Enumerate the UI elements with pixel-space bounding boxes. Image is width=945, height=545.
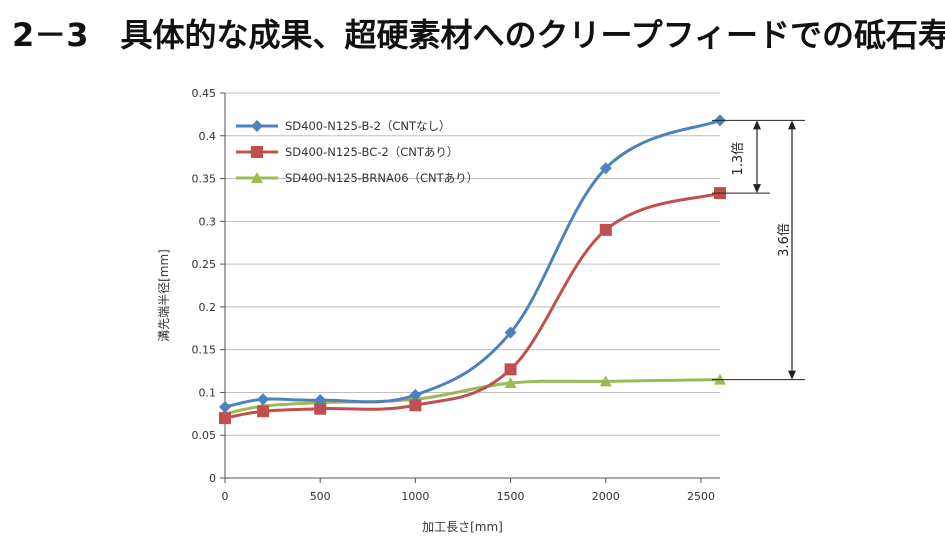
x-tick-label: 500: [310, 490, 331, 503]
data-point-square: [599, 223, 612, 236]
data-point-square: [409, 399, 422, 412]
legend-item: SD400-N125-BC-2（CNTあり）: [236, 145, 458, 159]
data-point-square: [219, 412, 231, 425]
y-tick-label: 0.05: [192, 429, 217, 442]
y-tick-label: 0.25: [192, 258, 217, 271]
data-point-square: [504, 363, 517, 376]
annotation-label: 1.3倍: [731, 142, 746, 176]
y-tick-label: 0.4: [199, 130, 217, 143]
data-point-triangle: [251, 172, 263, 183]
legend-label: SD400-N125-BRNA06（CNTあり）: [285, 171, 478, 185]
ratio-arrow-1: [753, 120, 761, 194]
arrow-head-down: [788, 370, 796, 380]
x-tick-label: 0: [222, 490, 229, 503]
data-point-square: [251, 146, 263, 158]
y-tick-label: 0.2: [199, 301, 217, 314]
y-axis-label: 溝先端半径[mm]: [157, 249, 171, 342]
page-title: 2－3 具体的な成果、超硬素材へのクリープフィードでの砥石寿命: [12, 16, 945, 54]
series-line: [223, 118, 722, 409]
arrow-head-down: [753, 184, 761, 194]
data-point-diamond: [314, 394, 327, 407]
data-point-triangle: [504, 377, 517, 389]
series-group: [219, 114, 726, 425]
legend-label: SD400-N125-BC-2（CNTあり）: [285, 145, 458, 159]
y-tick-label: 0.15: [192, 344, 217, 357]
y-tick-label: 0.45: [192, 87, 217, 100]
x-tick-label: 2500: [687, 490, 715, 503]
ratio-arrow-2: [788, 120, 796, 380]
legend-label: SD400-N125-B-2（CNTなし）: [285, 119, 451, 133]
y-tick-label: 0: [209, 472, 216, 485]
data-point-diamond: [504, 326, 517, 339]
data-point-square: [314, 402, 327, 415]
arrow-head-up: [753, 120, 761, 130]
arrow-head-up: [788, 120, 796, 130]
series: [219, 373, 726, 419]
data-point-diamond: [599, 162, 612, 175]
x-tick-label: 1000: [401, 490, 429, 503]
x-axis-label: 加工長さ[mm]: [422, 520, 503, 534]
data-point-square: [257, 405, 270, 418]
y-tick-label: 0.1: [199, 386, 217, 399]
x-tick-labels: 0 500 1000 1500 2000 2500: [222, 490, 715, 503]
legend-item: SD400-N125-B-2（CNTなし）: [236, 119, 451, 133]
legend-item: SD400-N125-BRNA06（CNTあり）: [236, 171, 478, 185]
series: [219, 187, 726, 425]
y-tick-labels: 0 0.05 0.1 0.15 0.2 0.25 0.3 0.35 0.4 0.45: [192, 87, 217, 485]
x-tick-label: 1500: [497, 490, 525, 503]
series-line: [223, 191, 722, 420]
data-point-diamond: [219, 400, 231, 413]
data-point-diamond: [409, 389, 422, 402]
data-point-triangle: [599, 375, 612, 387]
data-point-diamond: [257, 393, 270, 406]
annotation-label: 3.6倍: [777, 223, 792, 257]
y-tick-label: 0.3: [199, 215, 217, 228]
data-point-diamond: [251, 120, 263, 132]
y-tick-label: 0.35: [192, 173, 217, 186]
x-tick-label: 2000: [592, 490, 620, 503]
annotations: 1.3倍 3.6倍: [712, 119, 805, 381]
legend: SD400-N125-B-2（CNTなし） SD400-N125-BC-2（CNT…: [236, 119, 478, 185]
